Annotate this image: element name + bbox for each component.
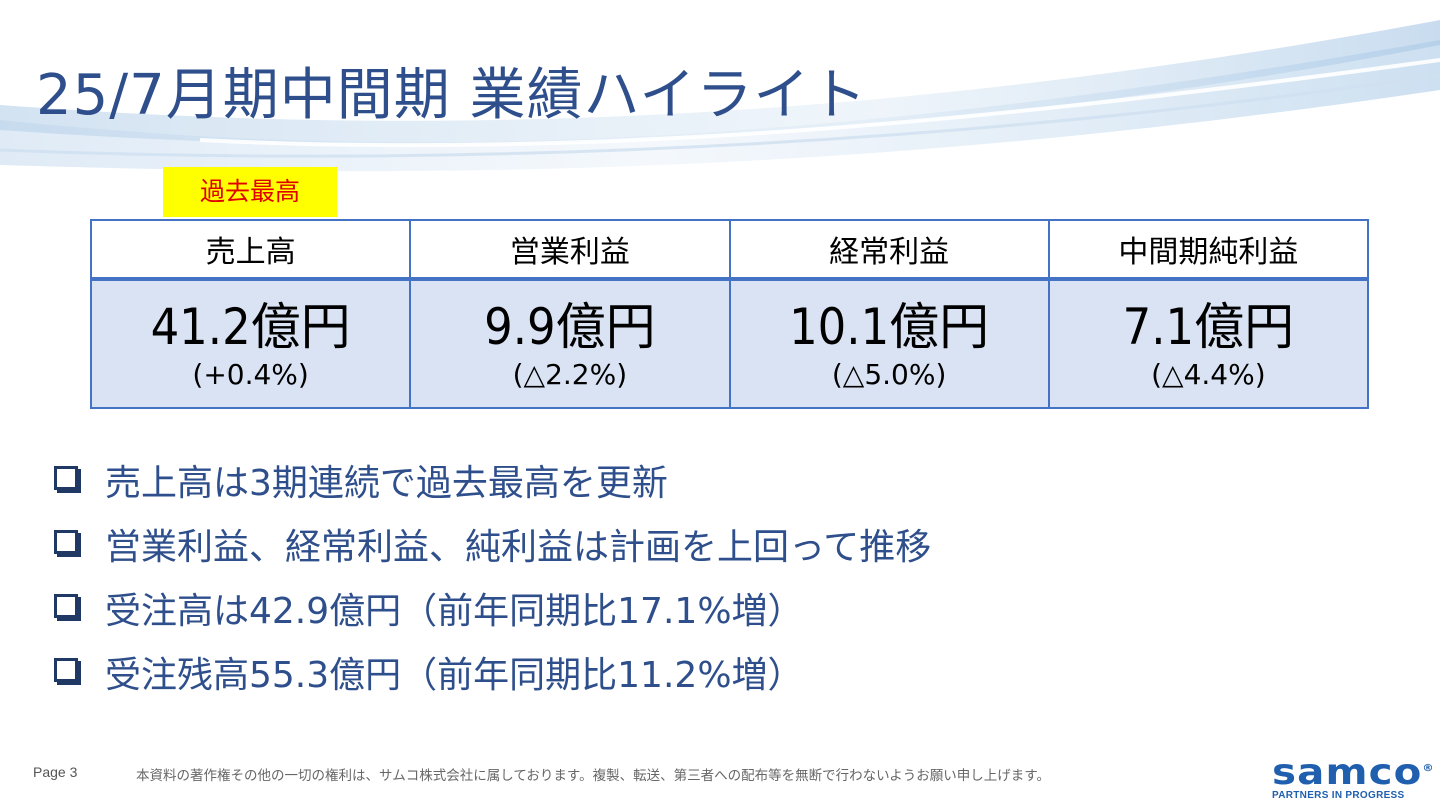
checkbox-bullet-icon [54, 530, 78, 554]
list-item: 受注高は42.9億円（前年同期比17.1%増） [54, 576, 931, 640]
kpi-value: 7.1億円 [1122, 298, 1295, 356]
kpi-header-operating-profit: 営業利益 [409, 219, 731, 281]
kpi-value: 10.1億円 [789, 298, 990, 356]
kpi-change: (△4.4%) [1151, 358, 1266, 391]
header-swoosh-decoration [0, 20, 1440, 172]
logo-registered-mark: ® [1422, 763, 1435, 774]
kpi-header-sales: 売上高 [89, 219, 412, 281]
list-item: 売上高は3期連続で過去最高を更新 [54, 448, 931, 512]
bullet-text: 受注残高55.3億円（前年同期比11.2%増） [105, 655, 804, 696]
logo-tagline: PARTNERS IN PROGRESS [1272, 790, 1405, 801]
kpi-value: 41.2億円 [150, 298, 351, 356]
page-title: 25/7月期中間期 業績ハイライト [36, 63, 868, 128]
checkbox-bullet-icon [54, 658, 78, 682]
checkbox-bullet-icon [54, 466, 78, 490]
page-number: Page 3 [33, 764, 78, 780]
kpi-change: (+0.4%) [192, 358, 309, 391]
logo-word-text: samco [1272, 752, 1423, 793]
bullet-text: 売上高は3期連続で過去最高を更新 [105, 463, 668, 504]
kpi-table: 売上高 営業利益 経常利益 中間期純利益 41.2億円 (+0.4%) 9.9億… [89, 219, 1370, 409]
record-high-badge: 過去最高 [163, 167, 337, 217]
kpi-change: (△2.2%) [512, 358, 628, 391]
list-item: 受注残高55.3億円（前年同期比11.2%増） [54, 640, 931, 704]
kpi-cell-net-profit: 7.1億円 (△4.4%) [1047, 278, 1370, 409]
checkbox-bullet-icon [54, 594, 78, 618]
kpi-change: (△5.0%) [831, 358, 947, 391]
samco-logo: samco® PARTNERS IN PROGRESS [1272, 752, 1434, 802]
kpi-header-ordinary-profit: 経常利益 [728, 219, 1050, 281]
highlight-bullet-list: 売上高は3期連続で過去最高を更新 営業利益、経常利益、純利益は計画を上回って推移… [54, 448, 931, 704]
kpi-value: 9.9億円 [484, 298, 656, 356]
bullet-text: 受注高は42.9億円（前年同期比17.1%増） [105, 591, 804, 632]
kpi-header-net-profit: 中間期純利益 [1047, 219, 1370, 281]
copyright-notice: 本資料の著作権その他の一切の権利は、サムコ株式会社に属しております。複製、転送、… [136, 768, 1050, 784]
kpi-cell-operating-profit: 9.9億円 (△2.2%) [409, 278, 731, 409]
kpi-cell-sales: 41.2億円 (+0.4%) [89, 278, 412, 409]
bullet-text: 営業利益、経常利益、純利益は計画を上回って推移 [105, 527, 932, 568]
logo-wordmark: samco® [1272, 752, 1435, 793]
list-item: 営業利益、経常利益、純利益は計画を上回って推移 [54, 512, 931, 576]
kpi-cell-ordinary-profit: 10.1億円 (△5.0%) [728, 278, 1050, 409]
